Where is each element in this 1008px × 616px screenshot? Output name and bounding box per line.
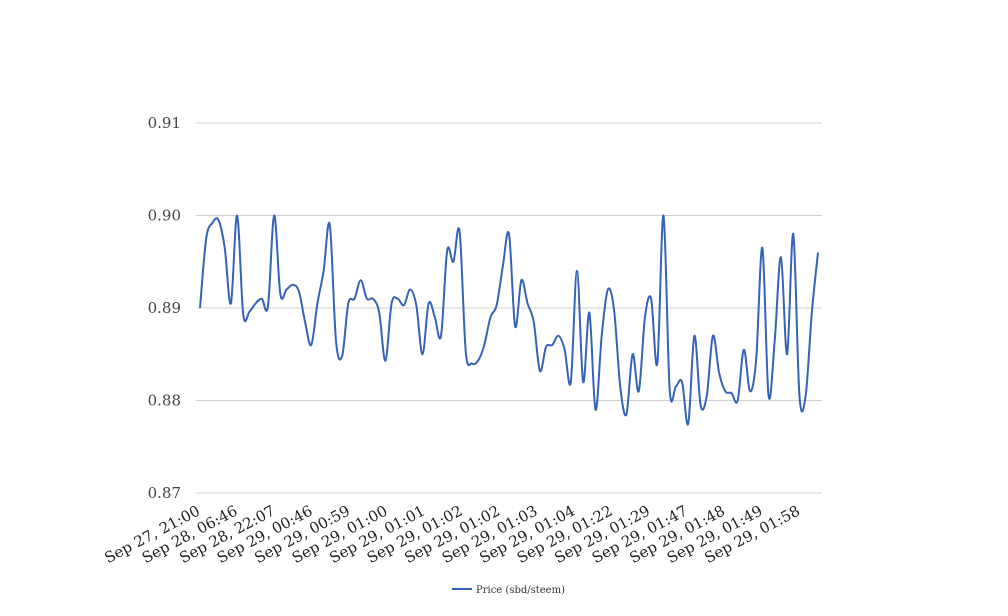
grid-lines	[196, 122, 822, 494]
y-tick-label: 0.90	[148, 207, 181, 225]
y-tick-label: 0.87	[148, 484, 181, 502]
y-tick-label: 0.88	[148, 392, 181, 410]
y-tick-label: 0.91	[148, 114, 181, 132]
y-axis-tick-labels: 0.87 0.88 0.89 0.90 0.91	[148, 114, 181, 502]
series-line-price	[199, 214, 819, 426]
y-tick-label: 0.89	[148, 299, 181, 317]
legend: Price (sbd/steem)	[452, 585, 565, 596]
legend-label: Price (sbd/steem)	[476, 585, 565, 596]
series-group	[199, 214, 819, 426]
